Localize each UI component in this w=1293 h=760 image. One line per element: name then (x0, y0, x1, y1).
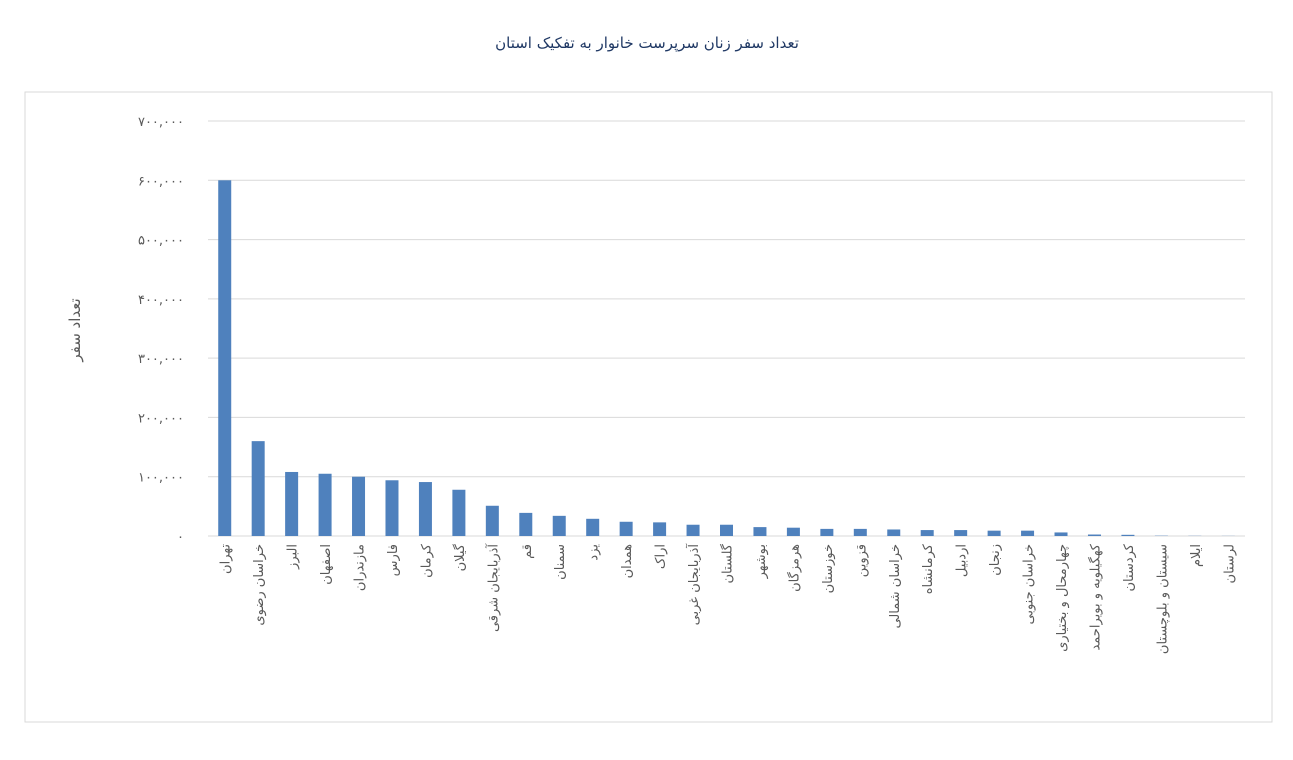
bar (352, 476, 366, 536)
x-tick-label: سمنان (553, 544, 568, 580)
bar (485, 505, 499, 536)
bar (1054, 532, 1068, 536)
x-tick-label: هرمزگان (786, 544, 802, 592)
y-tick-label: ۰ (177, 530, 184, 545)
x-tick-label: گیلان (452, 543, 468, 571)
bar (786, 527, 800, 536)
bar (954, 530, 968, 536)
x-tick-label: قم (520, 544, 535, 559)
x-tick-label: آذربایجان شرقی (484, 543, 501, 632)
x-tick-label: اراک (654, 544, 669, 569)
x-tick-label: اصفهان (319, 544, 334, 585)
bar (586, 518, 600, 536)
y-tick-label: ۲۰۰,۰۰۰ (138, 411, 184, 426)
bar (1087, 534, 1101, 536)
bar (251, 441, 265, 536)
y-tick-label: ۷۰۰,۰۰۰ (138, 115, 184, 130)
x-tick-label: کرمانشاه (921, 543, 936, 594)
x-tick-label: لرستان (1222, 544, 1237, 583)
bar (318, 473, 332, 536)
x-tick-label: گلستان (720, 543, 736, 583)
bar (218, 180, 232, 537)
x-tick-label: سیستان و بلوچستان (1155, 544, 1170, 654)
bar (385, 480, 399, 536)
bar (720, 524, 733, 536)
x-tick-label: خراسان شمالی (888, 544, 903, 629)
bar (653, 522, 667, 536)
x-tick-label: آذربایجان غربی (685, 543, 702, 626)
x-tick-label: خراسان جنوبی (1022, 544, 1037, 624)
y-tick-label: ۶۰۰,۰۰۰ (138, 174, 184, 189)
x-tick-label: تهران (219, 544, 234, 574)
y-tick-label: ۳۰۰,۰۰۰ (138, 352, 184, 367)
bar (853, 528, 867, 536)
x-tick-label: خوزستان (821, 544, 836, 593)
bar (452, 489, 466, 536)
bar (920, 530, 934, 536)
x-tick-label: بوشهر (754, 544, 769, 579)
x-tick-label: فارس (386, 544, 401, 576)
x-tick-label: اردبیل (955, 544, 970, 577)
x-tick-label: قزوین (854, 544, 869, 577)
bar (619, 521, 633, 536)
chart-frame (24, 91, 1273, 723)
chart-title: تعداد سفر زنان سرپرست خانوار به تفکیک اس… (495, 34, 799, 53)
y-tick-label: ۴۰۰,۰۰۰ (138, 293, 184, 308)
bar (552, 515, 566, 536)
x-tick-label: البرز (286, 544, 301, 570)
x-tick-label: کرمان (419, 543, 434, 578)
x-tick-label: زنجان (988, 544, 1003, 576)
bar (820, 528, 834, 536)
x-tick-label: ایلام (1189, 544, 1204, 567)
y-tick-label: ۱۰۰,۰۰۰ (138, 471, 184, 486)
x-tick-label: کهگیلویه و بویراحمد (1087, 543, 1103, 650)
bar (1021, 530, 1035, 536)
bar (753, 527, 767, 536)
bar (285, 471, 299, 536)
x-tick-label: همدان (620, 544, 635, 578)
y-tick-label: ۵۰۰,۰۰۰ (138, 234, 184, 249)
bar (887, 529, 901, 536)
bar (686, 524, 700, 536)
bar (987, 530, 1001, 536)
y-axis-label: تعداد سفر (66, 298, 84, 362)
x-tick-label: چهارمحال و بختیاری (1055, 544, 1070, 652)
x-tick-label: یزد (587, 544, 602, 561)
bar (418, 482, 432, 536)
bar (519, 512, 533, 536)
x-tick-label: کردستان (1122, 543, 1137, 591)
bar (1121, 534, 1135, 536)
x-tick-label: مازندران (353, 544, 368, 591)
x-tick-label: خراسان رضوی (252, 544, 267, 626)
